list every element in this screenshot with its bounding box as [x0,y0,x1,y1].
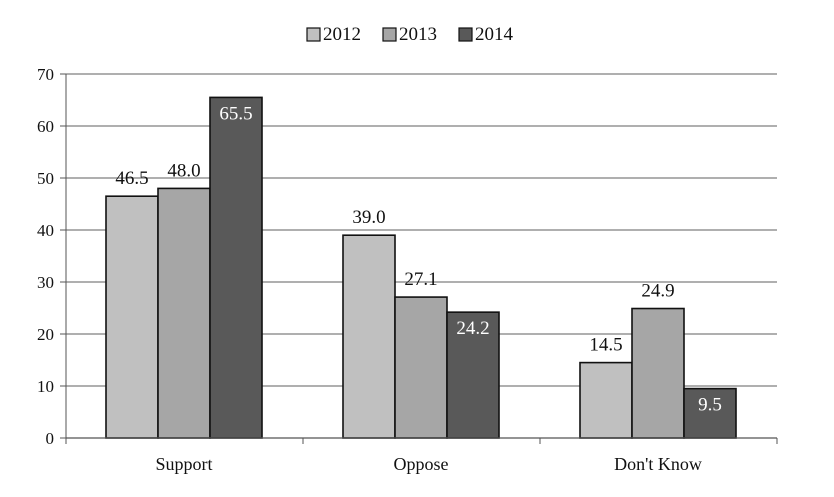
bars: 46.5 48.0 65.5 39.0 27.1 24.2 14.5 24.9 9.5 [105,96,737,439]
data-label: 65.5 [219,103,252,124]
y-tick-label: 20 [37,325,54,344]
y-tick-label: 50 [37,169,54,188]
bar-2012 [342,234,396,439]
y-tick-label: 40 [37,221,54,240]
data-label: 39.0 [352,207,385,228]
y-tick-label: 0 [46,429,55,448]
legend-swatch [306,27,321,42]
y-tick-label: 10 [37,377,54,396]
legend-label: 2014 [475,24,514,45]
data-label: 24.9 [641,281,674,302]
y-tick-label: 30 [37,273,54,292]
bar-2013 [157,187,211,439]
bar-2013 [394,296,448,439]
data-label: 48.0 [167,160,200,181]
data-label: 24.2 [456,318,489,339]
x-axis: Support Oppose Don't Know [65,437,778,474]
legend-swatch [382,27,397,42]
bar-2014 [209,96,263,439]
y-tick-label: 70 [37,65,54,84]
y-tick-label: 60 [37,117,54,136]
x-category-label: Don't Know [614,454,702,474]
legend-label: 2012 [323,24,361,45]
data-label: 14.5 [589,335,622,356]
x-category-label: Support [155,454,212,474]
bar-2012 [105,195,159,439]
data-label: 46.5 [115,168,148,189]
legend: 2012 2013 2014 [306,24,514,45]
y-axis: 0 10 20 30 40 50 60 70 [37,65,67,448]
legend-label: 2013 [399,24,437,45]
bar-2013 [631,307,685,439]
data-label: 27.1 [404,269,437,290]
bar-2012 [579,361,633,439]
legend-swatch [458,27,473,42]
x-category-label: Oppose [394,454,449,474]
data-label: 9.5 [698,395,722,416]
